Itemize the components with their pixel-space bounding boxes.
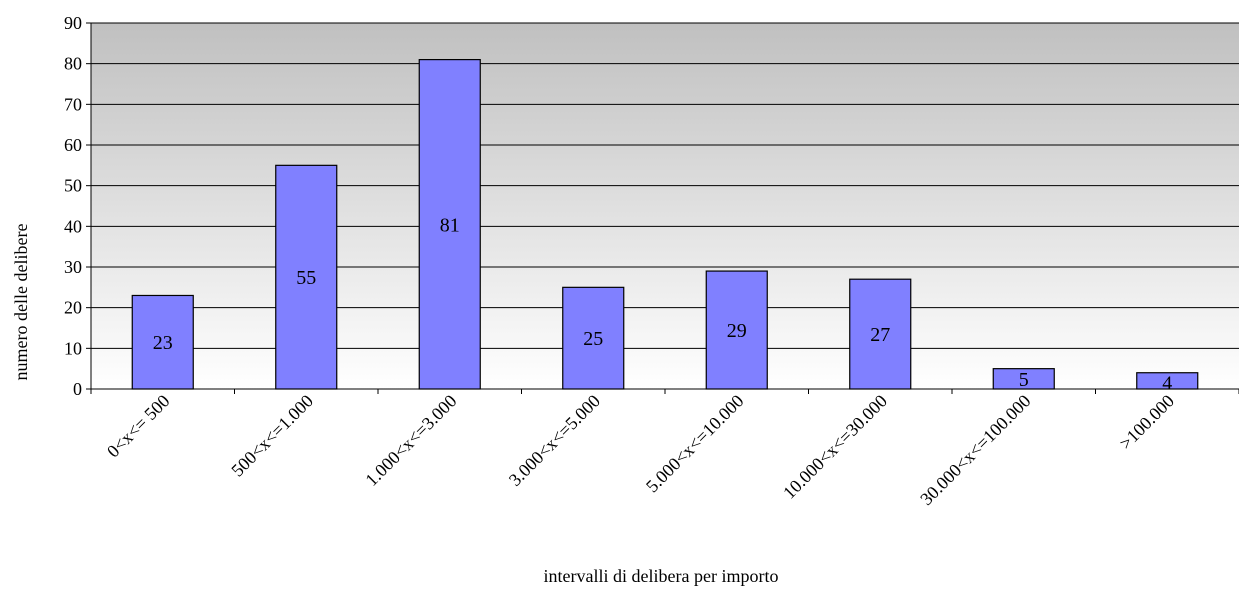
bar [131,294,194,390]
bar [849,278,912,390]
y-tick-label: 40 [64,216,82,236]
y-tick-label: 80 [64,54,82,74]
y-tick-labels: 0 10 20 30 40 50 60 70 80 90 [64,13,82,399]
x-axis-title: intervalli di delibera per importo [544,566,779,586]
y-tick-label: 0 [73,379,82,399]
x-tick-labels: 0<x<= 500 500<x<=1.000 1.000<x<=3.000 3.000… [103,391,1178,509]
data-label: 55 [296,267,316,289]
data-label: 5 [1019,369,1029,391]
axes [86,22,1239,394]
y-axis-title: numero delle delibere [11,224,31,381]
y-tick-label: 50 [64,176,82,196]
x-tick-label: 500<x<=1.000 [227,391,317,481]
x-tick-label: 5.000<x<=10.000 [642,391,748,497]
data-label: 27 [870,324,890,346]
y-tick-label: 90 [64,13,82,33]
x-tick-label: 10.000<x<=30.000 [779,391,891,503]
data-label: 29 [727,320,747,342]
plot-area [91,23,1239,389]
data-label: 4 [1162,373,1172,395]
data-label: 23 [153,332,173,354]
y-tick-label: 60 [64,135,82,155]
x-tick-label: 1.000<x<=3.000 [361,391,460,490]
bars [131,58,1199,390]
x-tick-label: >100.000 [1115,391,1178,454]
y-tick-label: 30 [64,257,82,277]
data-label: 81 [440,214,460,236]
y-tick-label: 20 [64,298,82,318]
data-label: 25 [583,328,603,350]
y-tick-label: 10 [64,338,82,358]
data-labels: 23 55 81 25 29 27 5 4 [153,214,1173,394]
x-tick-label: 30.000<x<=100.000 [916,391,1034,509]
x-tick-label: 0<x<= 500 [103,391,174,462]
x-tick-label: 3.000<x<=5.000 [505,391,604,490]
y-tick-label: 70 [64,94,82,114]
